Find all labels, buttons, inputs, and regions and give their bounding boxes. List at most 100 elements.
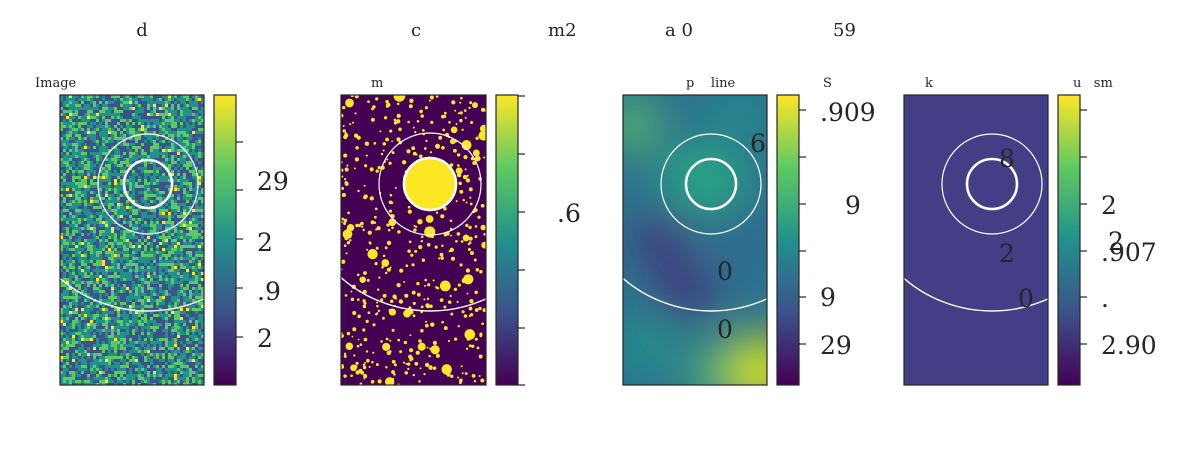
noise-cell	[108, 308, 111, 311]
noise-cell	[105, 320, 108, 323]
noise-cell	[171, 191, 174, 194]
noise-cell	[111, 107, 114, 110]
noise-cell	[90, 227, 93, 230]
noise-cell	[141, 257, 144, 260]
mask-speck	[425, 227, 430, 231]
noise-cell	[60, 245, 63, 248]
noise-cell	[150, 371, 153, 374]
noise-cell	[156, 203, 159, 206]
noise-cell	[117, 233, 120, 236]
noise-cell	[138, 251, 141, 254]
noise-cell	[123, 335, 126, 338]
noise-cell	[96, 263, 99, 266]
noise-cell	[102, 224, 105, 227]
noise-cell	[174, 320, 177, 323]
noise-cell	[99, 173, 102, 176]
noise-cell	[99, 377, 102, 380]
noise-cell	[81, 200, 84, 203]
noise-cell	[147, 104, 150, 107]
noise-cell	[153, 146, 156, 149]
noise-cell	[102, 308, 105, 311]
noise-cell	[114, 140, 117, 143]
mask-speck	[382, 142, 387, 146]
noise-cell	[120, 272, 123, 275]
mask-speck	[439, 298, 444, 302]
noise-cell	[195, 152, 198, 155]
noise-cell	[141, 305, 144, 308]
noise-cell	[102, 311, 105, 314]
noise-cell	[105, 239, 108, 242]
noise-cell	[96, 218, 99, 221]
noise-cell	[114, 137, 117, 140]
noise-cell	[132, 341, 135, 344]
noise-cell	[63, 158, 66, 161]
noise-cell	[72, 233, 75, 236]
noise-cell	[60, 131, 63, 134]
noise-cell	[96, 233, 99, 236]
noise-cell	[126, 371, 129, 374]
noise-cell	[201, 185, 204, 188]
noise-cell	[186, 236, 189, 239]
noise-cell	[72, 338, 75, 341]
noise-cell	[156, 368, 159, 371]
noise-cell	[63, 224, 66, 227]
noise-cell	[102, 191, 105, 194]
noise-cell	[108, 113, 111, 116]
noise-cell	[147, 317, 150, 320]
noise-cell	[84, 335, 87, 338]
mask-speck	[346, 164, 349, 167]
noise-cell	[195, 305, 198, 308]
noise-cell	[144, 182, 147, 185]
noise-cell	[102, 371, 105, 374]
noise-cell	[84, 323, 87, 326]
mask-speck	[426, 297, 430, 301]
mask-speck	[430, 234, 434, 239]
noise-cell	[129, 377, 132, 380]
noise-cell	[156, 347, 159, 350]
noise-cell	[150, 281, 153, 284]
noise-cell	[153, 119, 156, 122]
noise-cell	[150, 293, 153, 296]
noise-cell	[60, 308, 63, 311]
noise-cell	[150, 227, 153, 230]
noise-cell	[147, 320, 150, 323]
noise-cell	[66, 110, 69, 113]
noise-cell	[75, 278, 78, 281]
noise-cell	[192, 122, 195, 125]
noise-cell	[192, 101, 195, 104]
noise-cell	[78, 209, 81, 212]
noise-cell	[186, 362, 189, 365]
noise-cell	[72, 278, 75, 281]
noise-cell	[87, 140, 90, 143]
noise-cell	[66, 329, 69, 332]
noise-cell	[129, 350, 132, 353]
noise-cell	[105, 287, 108, 290]
noise-cell	[87, 170, 90, 173]
noise-cell	[99, 266, 102, 269]
noise-cell	[63, 308, 66, 311]
noise-cell	[144, 335, 147, 338]
noise-cell	[78, 128, 81, 131]
noise-cell	[147, 203, 150, 206]
noise-cell	[90, 107, 93, 110]
noise-cell	[99, 179, 102, 182]
noise-cell	[114, 308, 117, 311]
noise-cell	[144, 296, 147, 299]
noise-cell	[84, 242, 87, 245]
noise-cell	[135, 335, 138, 338]
noise-cell	[147, 239, 150, 242]
noise-cell	[60, 230, 63, 233]
noise-cell	[60, 104, 63, 107]
noise-cell	[108, 257, 111, 260]
noise-cell	[66, 284, 69, 287]
noise-cell	[201, 176, 204, 179]
noise-cell	[132, 269, 135, 272]
noise-cell	[198, 149, 201, 152]
noise-cell	[99, 116, 102, 119]
noise-cell	[108, 275, 111, 278]
noise-cell	[84, 218, 87, 221]
noise-cell	[108, 326, 111, 329]
noise-cell	[192, 170, 195, 173]
noise-cell	[129, 344, 132, 347]
noise-cell	[129, 260, 132, 263]
